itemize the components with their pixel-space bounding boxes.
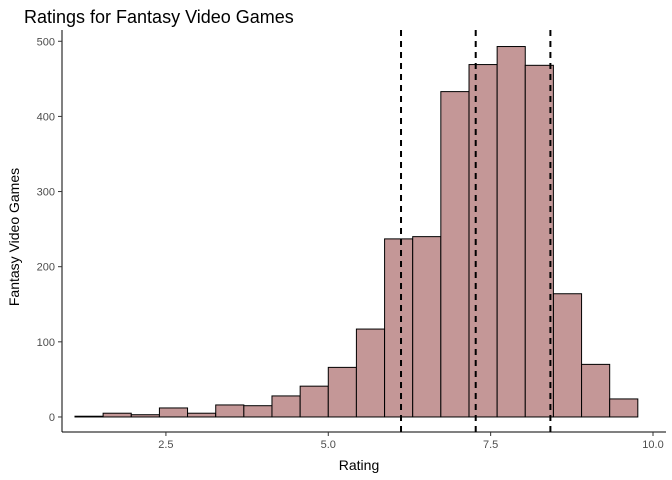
histogram-bar bbox=[102, 412, 132, 418]
histogram-bar bbox=[327, 366, 357, 418]
histogram-bar bbox=[581, 363, 611, 418]
y-tick-label: 200 bbox=[37, 262, 55, 274]
histogram-bar bbox=[299, 385, 329, 418]
histogram-bar bbox=[524, 64, 554, 418]
histogram-bar bbox=[384, 238, 414, 418]
reference-lines-layer bbox=[400, 30, 552, 432]
histogram-bar bbox=[440, 91, 470, 418]
y-tick-label: 400 bbox=[37, 111, 55, 123]
x-axis: 2.5 5.0 7.5 10.0 bbox=[62, 431, 666, 451]
histogram-bar bbox=[243, 405, 273, 418]
x-tick-label: 7.5 bbox=[483, 439, 498, 451]
histogram-bar bbox=[215, 404, 245, 418]
x-tick-label: 2.5 bbox=[158, 439, 173, 451]
chart-title: Ratings for Fantasy Video Games bbox=[24, 7, 294, 27]
y-tick-label: 500 bbox=[37, 36, 55, 48]
x-tick-label: 5.0 bbox=[321, 439, 336, 451]
histogram-bar bbox=[609, 398, 639, 418]
histogram-bar bbox=[552, 293, 583, 418]
histogram-bar bbox=[271, 395, 301, 418]
histogram-bar bbox=[355, 328, 386, 418]
histogram-bar bbox=[496, 46, 526, 418]
histogram-bar bbox=[158, 407, 189, 418]
y-axis-title: Fantasy Video Games bbox=[6, 168, 22, 306]
y-tick-label: 300 bbox=[37, 187, 55, 199]
y-tick-label: 0 bbox=[49, 412, 55, 424]
y-axis: 0 100 200 300 400 500 bbox=[37, 30, 63, 432]
histogram-bar bbox=[468, 64, 498, 418]
x-tick-label: 10.0 bbox=[642, 439, 663, 451]
y-tick-label: 100 bbox=[37, 337, 55, 349]
x-axis-title: Rating bbox=[339, 457, 379, 473]
histogram-bar bbox=[74, 415, 104, 418]
histogram-bar bbox=[412, 236, 442, 418]
bars-layer bbox=[74, 46, 639, 418]
histogram-bar bbox=[187, 412, 217, 418]
histogram-bar bbox=[130, 414, 160, 418]
